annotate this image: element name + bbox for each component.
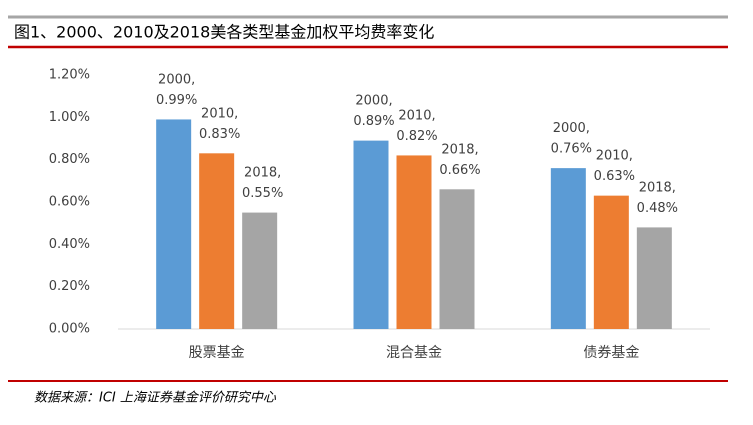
data-label: 0.99% (156, 93, 197, 108)
separator: , (234, 106, 238, 121)
bar (439, 189, 475, 329)
separator: , (474, 142, 478, 157)
y-tick-label: 1.00% (49, 110, 90, 125)
x-tick-label: 混合基金 (386, 344, 442, 361)
separator: , (191, 72, 195, 87)
chart-title: 图1、2000、2010及2018美各类型基金加权平均费率变化 (14, 23, 434, 42)
bar (396, 155, 432, 329)
data-label-series: 2000, (355, 93, 392, 108)
separator: , (431, 108, 435, 123)
bar (593, 195, 629, 329)
y-tick-label: 0.40% (49, 237, 90, 252)
bar (636, 227, 672, 329)
separator: , (629, 148, 633, 163)
y-tick-label: 0.80% (49, 152, 90, 167)
series-name: 2018 (639, 180, 672, 195)
data-label: 0.55% (242, 186, 283, 201)
series-name: 2010 (201, 106, 234, 121)
data-label-series: 2000, (553, 121, 590, 136)
bar (156, 119, 192, 329)
separator: , (672, 180, 676, 195)
x-tick-label: 股票基金 (189, 344, 245, 361)
series-name: 2000 (355, 93, 388, 108)
y-tick-label: 0.00% (49, 322, 90, 337)
source-note: 数据来源：ICI 上海证券基金评价研究中心 (34, 390, 277, 406)
data-label: 0.76% (551, 142, 592, 157)
separator: , (586, 121, 590, 136)
data-label-series: 2010, (398, 108, 435, 123)
data-label: 0.48% (637, 201, 678, 216)
bar (550, 168, 586, 329)
data-label-series: 2018, (639, 180, 676, 195)
data-label-series: 2010, (201, 106, 238, 121)
data-label-series: 2000, (158, 72, 195, 87)
data-label: 0.63% (594, 169, 635, 184)
series-name: 2018 (441, 142, 474, 157)
bar (199, 153, 235, 329)
series-name: 2010 (596, 148, 629, 163)
data-label-series: 2018, (244, 165, 281, 180)
x-tick-label: 债券基金 (583, 344, 639, 361)
series-name: 2000 (553, 121, 586, 136)
series-name: 2010 (398, 108, 431, 123)
data-label: 0.82% (396, 129, 437, 144)
bar (353, 140, 389, 329)
y-tick-label: 0.20% (49, 279, 90, 294)
series-name: 2000 (158, 72, 191, 87)
y-tick-label: 0.60% (49, 195, 90, 210)
data-label-series: 2018, (441, 142, 478, 157)
separator: , (388, 93, 392, 108)
data-label: 0.83% (199, 127, 240, 142)
data-label: 0.89% (353, 114, 394, 129)
series-name: 2018 (244, 165, 277, 180)
data-label: 0.66% (439, 163, 480, 178)
separator: , (277, 165, 281, 180)
y-tick-label: 1.20% (49, 68, 90, 83)
data-label-series: 2010, (596, 148, 633, 163)
bar (242, 212, 278, 329)
